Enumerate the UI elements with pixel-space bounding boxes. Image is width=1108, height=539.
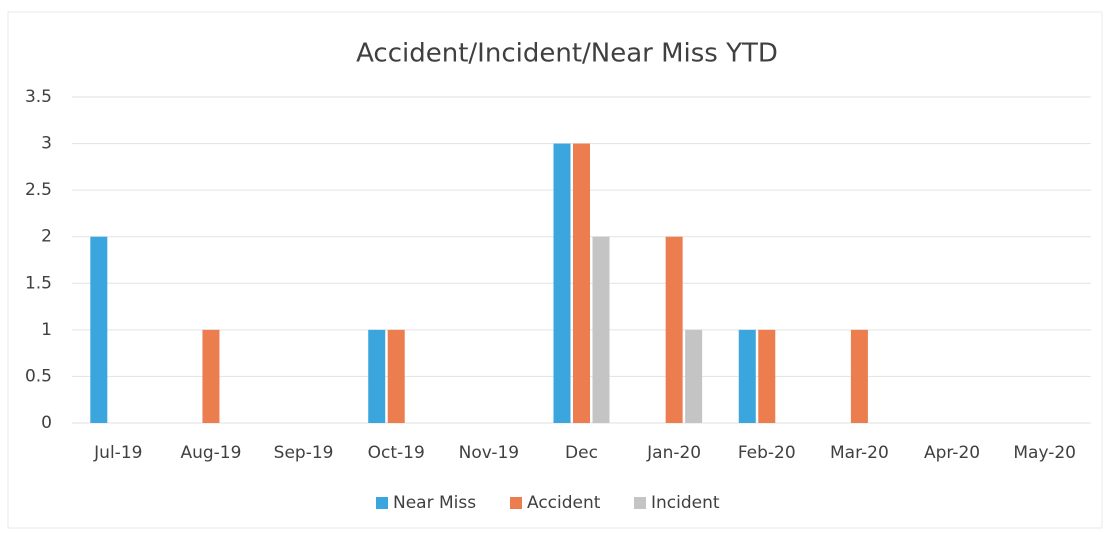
bar — [387, 329, 405, 423]
bar — [368, 329, 386, 423]
bar — [90, 236, 108, 423]
y-tick-label: 2.5 — [25, 180, 52, 200]
y-tick-label: 1.5 — [25, 273, 52, 293]
bar — [850, 329, 868, 423]
bar — [665, 236, 683, 423]
legend-label: Accident — [527, 493, 601, 513]
x-tick-label: Sep-19 — [274, 443, 334, 463]
x-tick-label: Dec — [565, 443, 598, 463]
y-tick-label: 3.5 — [25, 87, 52, 107]
y-tick-label: 2 — [41, 227, 52, 247]
legend-label: Incident — [651, 493, 720, 513]
legend-swatch — [376, 497, 388, 509]
bar — [592, 236, 610, 423]
x-tick-label: Jan-20 — [646, 443, 701, 463]
bar — [738, 329, 756, 423]
bar — [685, 329, 703, 423]
legend-swatch — [510, 497, 522, 509]
bar — [573, 143, 590, 424]
x-tick-label: Nov-19 — [459, 443, 520, 463]
y-tick-label: 1 — [41, 320, 52, 340]
y-tick-label: 0 — [41, 413, 52, 433]
bar — [758, 329, 776, 423]
chart-title: Accident/Incident/Near Miss YTD — [356, 39, 778, 69]
y-tick-label: 0.5 — [25, 366, 52, 386]
x-tick-label: Mar-20 — [830, 443, 889, 463]
x-tick-label: Aug-19 — [180, 443, 241, 463]
x-tick-label: Oct-19 — [368, 443, 425, 463]
x-tick-label: Feb-20 — [738, 443, 796, 463]
x-tick-label: May-20 — [1013, 443, 1076, 463]
x-tick-label: Apr-20 — [924, 443, 980, 463]
bar — [202, 329, 220, 423]
bar — [553, 143, 571, 424]
legend-label: Near Miss — [393, 493, 476, 513]
y-tick-label: 3 — [41, 134, 52, 154]
legend-swatch — [634, 497, 646, 509]
x-tick-label: Jul-19 — [93, 443, 142, 463]
